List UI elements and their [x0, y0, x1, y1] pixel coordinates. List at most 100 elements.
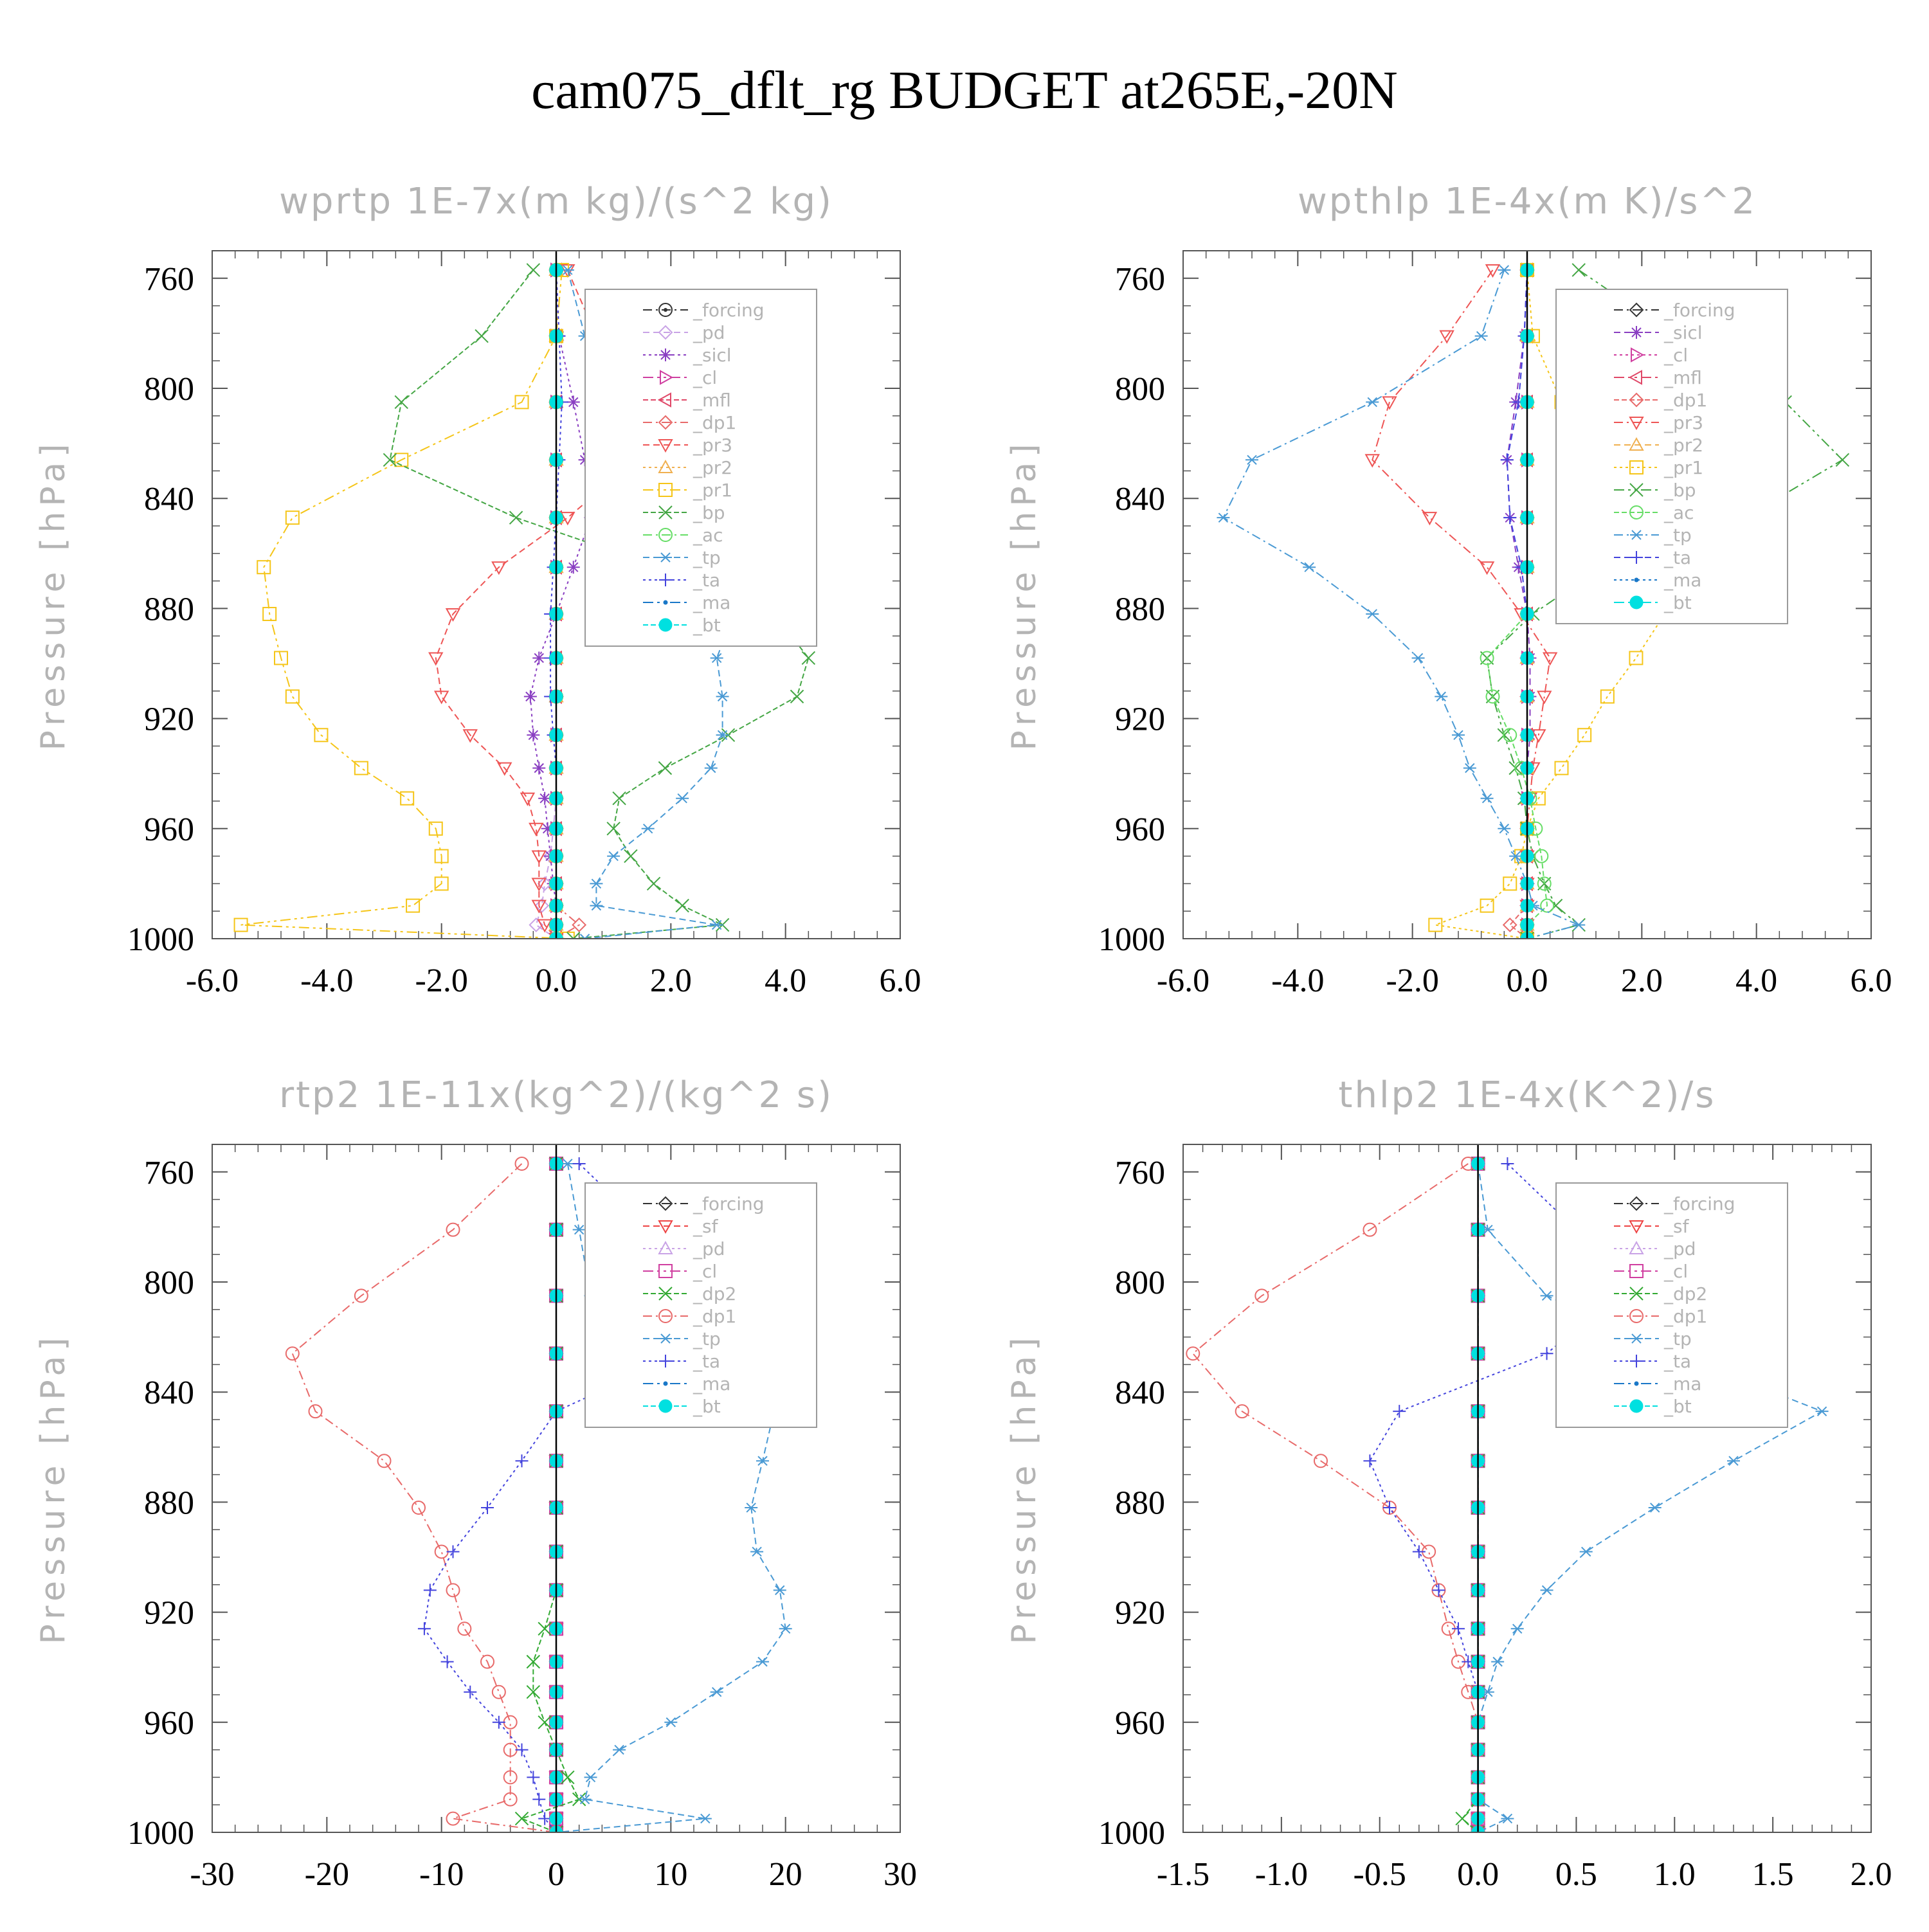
- data-point: [1303, 562, 1316, 572]
- data-point: [1498, 265, 1511, 275]
- data-point: [445, 608, 461, 622]
- y-tick-label: 840: [144, 1375, 194, 1411]
- series-line: [1222, 269, 1581, 939]
- legend-label: _dp1: [1663, 1306, 1707, 1327]
- series-pr1: [233, 262, 575, 939]
- legend: _forcing_sf_pd_cl_dp2_dp1_tp_ta_ma_bt: [584, 1182, 817, 1428]
- series-line: [556, 1163, 786, 1832]
- data-point: [1648, 1503, 1662, 1513]
- panel-title: wpthlp 1E-4x(m K)/s^2: [1298, 181, 1757, 222]
- legend-label: _dp1: [1663, 390, 1707, 411]
- x-tick-label: -1.0: [1255, 1856, 1308, 1893]
- legend-label: _cl: [1663, 345, 1688, 366]
- data-point: [538, 1715, 552, 1729]
- plot-frame: [212, 250, 901, 939]
- data-point: [433, 691, 449, 705]
- legend-marker: [1629, 1196, 1644, 1211]
- legend-marker: [658, 1264, 673, 1278]
- legend-marker: [1629, 437, 1644, 451]
- series-line: [520, 1164, 581, 1832]
- legend-marker: [659, 552, 672, 563]
- data-point: [1363, 1222, 1377, 1237]
- data-point: [698, 1813, 712, 1824]
- data-point: [394, 453, 409, 467]
- plot-frame: [1182, 1144, 1872, 1833]
- y-tick-label: 960: [144, 1705, 194, 1742]
- data-point: [497, 762, 512, 776]
- data-point: [1428, 917, 1443, 932]
- data-point: [560, 512, 575, 526]
- series-line: [1506, 269, 1528, 939]
- data-point: [1497, 728, 1512, 742]
- legend-label: _tp: [1663, 1328, 1692, 1350]
- data-point: [1485, 264, 1501, 278]
- data-point: [1366, 609, 1379, 619]
- data-point: [1815, 1406, 1829, 1416]
- legend-marker: [658, 1399, 673, 1413]
- legend-label: _sf: [693, 1216, 719, 1237]
- legend-label: _ma: [1663, 570, 1701, 591]
- data-point: [503, 1792, 518, 1807]
- data-point: [523, 690, 537, 703]
- y-tick-label: 960: [1115, 1705, 1165, 1742]
- x-tick-label: 2.0: [1851, 1856, 1892, 1893]
- y-tick-label: 840: [144, 481, 194, 518]
- legend-label: _dp1: [693, 412, 736, 433]
- data-point: [480, 1654, 494, 1669]
- data-point: [561, 1159, 574, 1169]
- legend: _forcing_pd_sicl_cl_mfl_dp1_pr3_pr2_pr1_…: [584, 289, 817, 647]
- data-point: [1540, 1585, 1553, 1596]
- x-tick-label: 20: [769, 1856, 802, 1893]
- data-point: [710, 653, 723, 664]
- legend-box: [584, 289, 817, 647]
- legend-marker: [663, 600, 668, 605]
- y-axis-label: Pressure [hPa]: [1005, 1333, 1044, 1645]
- series-pd: [529, 262, 564, 939]
- legend-label: _cl: [693, 1261, 717, 1282]
- data-point: [561, 1770, 575, 1785]
- data-point: [1502, 917, 1517, 933]
- data-point: [1186, 1346, 1200, 1361]
- data-point: [1254, 1288, 1269, 1303]
- legend-label: _ta: [1663, 1351, 1691, 1372]
- data-point: [572, 1224, 586, 1235]
- x-tick-label: -10: [419, 1856, 464, 1893]
- legend-marker: [1631, 347, 1645, 363]
- data-point: [423, 1584, 437, 1597]
- data-point: [526, 263, 541, 277]
- data-point: [526, 1654, 541, 1669]
- data-point: [308, 1404, 323, 1419]
- data-point: [607, 851, 620, 862]
- data-point: [658, 761, 673, 775]
- legend-marker: [658, 439, 673, 453]
- legend-label: _ma: [1663, 1373, 1701, 1395]
- legend-marker: [1630, 1333, 1643, 1344]
- data-point: [434, 1544, 449, 1559]
- legend-label: _sf: [1663, 1216, 1690, 1237]
- data-point: [1485, 689, 1500, 704]
- legend-label: _ta: [693, 570, 720, 591]
- data-point: [531, 899, 547, 914]
- y-tick-label: 800: [144, 1265, 194, 1301]
- series-line: [1508, 270, 1528, 939]
- y-tick-label: 920: [1115, 701, 1165, 738]
- data-point: [1542, 652, 1558, 666]
- series-dp2: [1455, 1157, 1485, 1832]
- data-point: [1629, 651, 1644, 665]
- data-point: [514, 1156, 529, 1171]
- legend-marker: [658, 1196, 673, 1211]
- data-point: [503, 1715, 518, 1729]
- series-ac: [1480, 262, 1555, 939]
- data-point: [428, 821, 443, 836]
- data-point: [606, 822, 620, 836]
- data-point: [561, 265, 574, 275]
- y-tick-label: 800: [1115, 371, 1165, 408]
- panel-3: rtp2 1E-11x(kg^2)/(kg^2 s) Pressure [hPa]…: [34, 1074, 917, 1893]
- x-tick-label: -2.0: [1386, 962, 1439, 999]
- data-point: [716, 691, 729, 702]
- plot-frame: [212, 1144, 901, 1833]
- plot-frame: [1182, 250, 1872, 939]
- x-tick-label: 6.0: [880, 962, 921, 999]
- legend: _forcing_sicl_cl_mfl_dp1_pr3_pr2_pr1_bp_…: [1555, 289, 1788, 624]
- data-point: [578, 1794, 592, 1805]
